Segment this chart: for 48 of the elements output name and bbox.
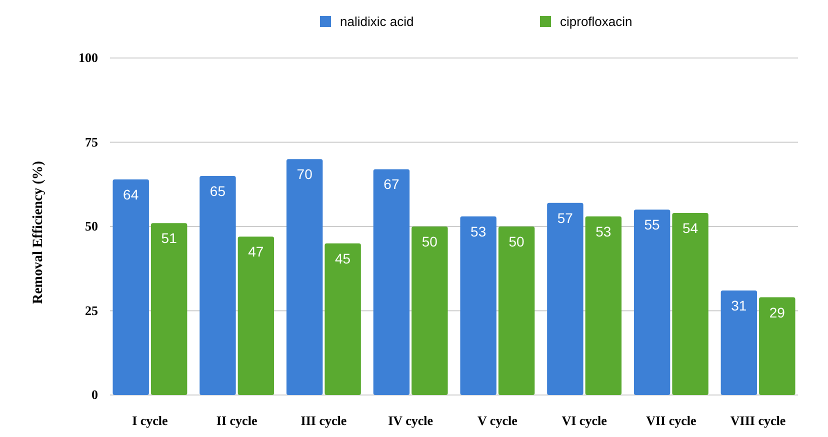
bar xyxy=(672,213,708,395)
bar xyxy=(634,210,670,395)
data-label: 29 xyxy=(769,304,786,320)
x-tick-label: VIII cycle xyxy=(730,413,786,428)
bar xyxy=(498,226,535,395)
bar xyxy=(286,159,323,395)
x-tick-label: II cycle xyxy=(216,413,258,428)
bar xyxy=(238,236,274,395)
data-label: 31 xyxy=(731,298,747,314)
x-tick-label: VI cycle xyxy=(562,413,608,428)
data-label: 53 xyxy=(596,223,612,240)
bar xyxy=(324,243,361,395)
bar xyxy=(150,223,188,395)
data-label: 64 xyxy=(123,186,139,202)
bar xyxy=(373,169,410,395)
y-tick-label: 25 xyxy=(85,302,98,318)
bar xyxy=(585,216,622,395)
bar xyxy=(759,297,796,395)
data-label: 65 xyxy=(210,182,226,199)
legend-label: ciprofloxacin xyxy=(560,14,632,29)
y-tick-label: 0 xyxy=(92,387,98,402)
y-tick-label: 50 xyxy=(85,218,98,234)
data-label: 53 xyxy=(470,223,486,240)
data-label: 50 xyxy=(422,234,438,250)
data-label: 47 xyxy=(248,244,264,260)
bar xyxy=(112,179,149,395)
legend-label: nalidixic acid xyxy=(340,14,414,29)
data-label: 57 xyxy=(557,210,574,226)
bar xyxy=(200,176,236,395)
data-label: 50 xyxy=(508,234,525,250)
data-label: 67 xyxy=(384,176,400,192)
y-tick-label: 100 xyxy=(78,50,98,65)
data-label: 51 xyxy=(161,230,178,246)
y-axis-title: Removal Efficiency (%) xyxy=(31,160,46,304)
bar xyxy=(460,216,496,395)
bar xyxy=(547,202,584,395)
bar xyxy=(720,290,758,395)
data-label: 45 xyxy=(335,250,351,266)
x-tick-label: IV cycle xyxy=(388,413,434,428)
x-tick-label: I cycle xyxy=(132,413,168,428)
x-tick-label: V cycle xyxy=(478,413,518,428)
y-tick-label: 75 xyxy=(85,134,98,150)
data-label: 55 xyxy=(644,216,660,233)
x-tick-label: VII cycle xyxy=(646,413,696,428)
x-tick-label: III cycle xyxy=(300,413,347,428)
data-label: 70 xyxy=(296,166,313,182)
data-label: 54 xyxy=(682,220,698,236)
bar xyxy=(412,226,448,395)
